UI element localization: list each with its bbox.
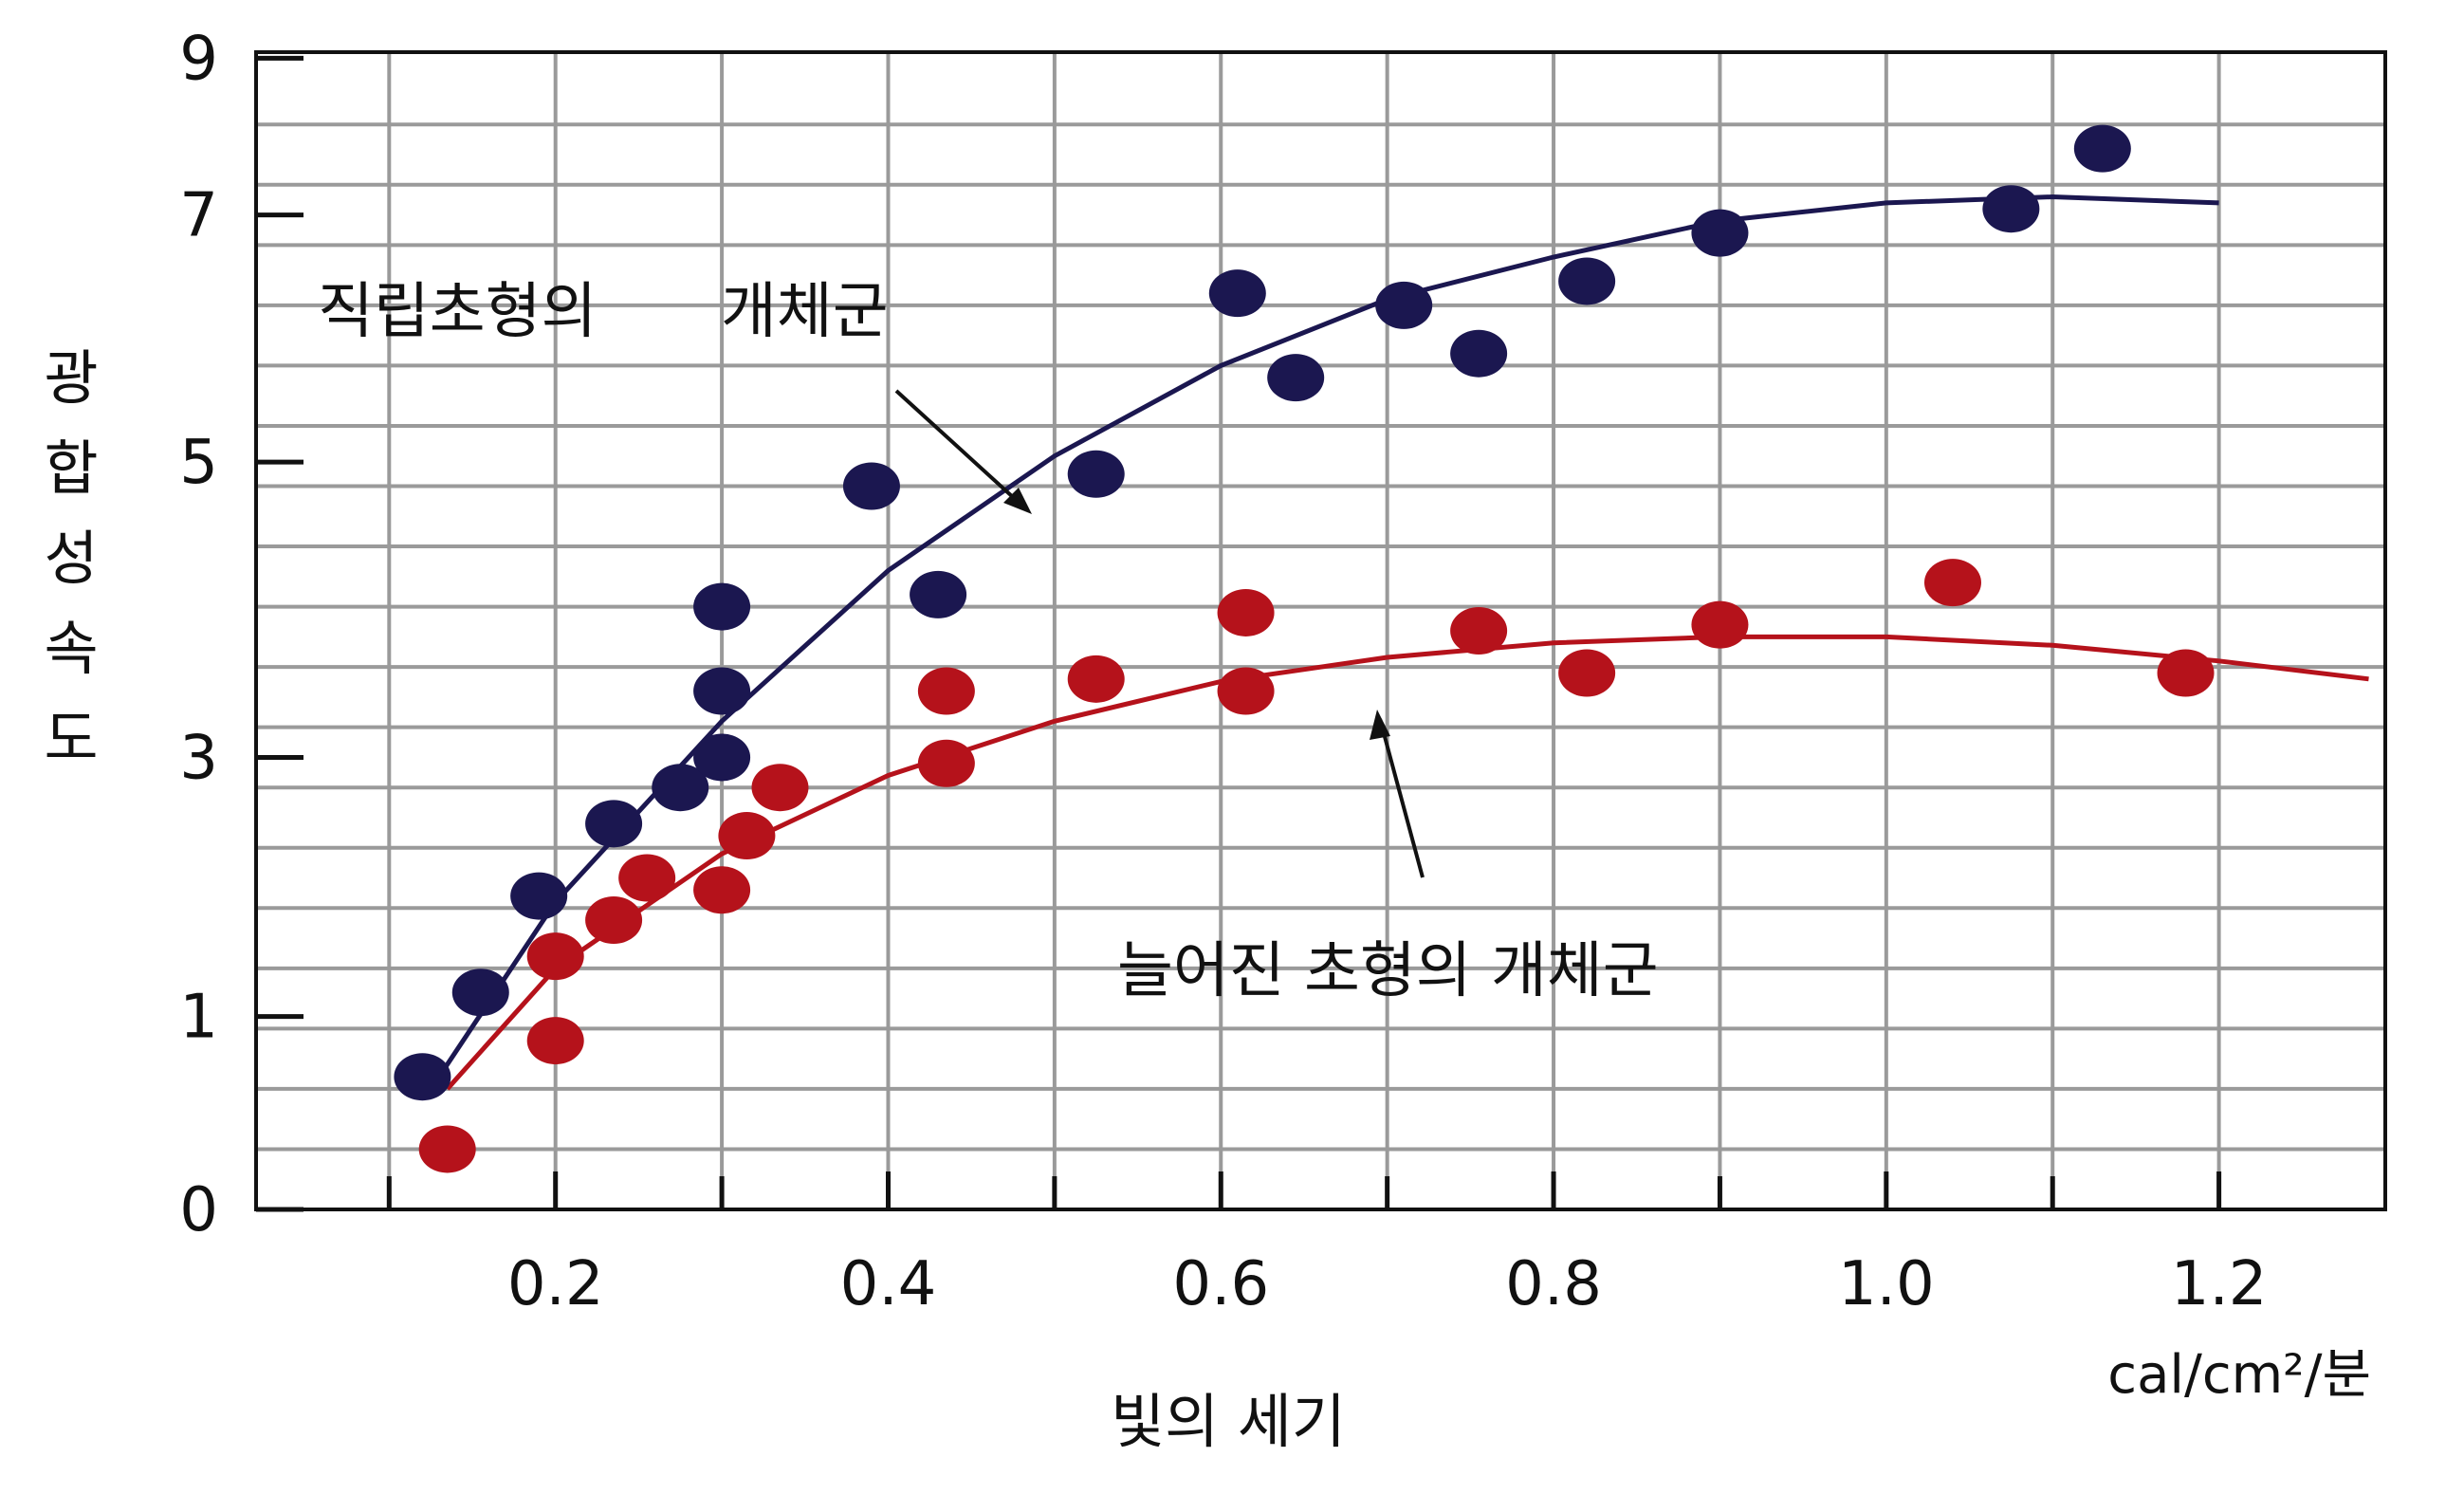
- x-axis-title: 빛의 세기: [1111, 1387, 1346, 1456]
- data-point-series-1: [2157, 649, 2215, 697]
- data-point-series-0: [910, 570, 967, 618]
- data-point-series-1: [917, 739, 975, 787]
- y-tick-label: 1: [179, 983, 218, 1053]
- plot-frame: [254, 50, 2387, 1211]
- x-tick-label: 0.6: [1172, 1249, 1269, 1319]
- data-point-series-1: [1923, 559, 1981, 607]
- data-point-series-0: [2073, 124, 2131, 173]
- arrow-droopy: [1378, 718, 1425, 878]
- data-point-series-0: [652, 764, 709, 812]
- data-point-series-1: [917, 667, 975, 715]
- data-point-series-1: [418, 1125, 476, 1173]
- data-point-series-1: [1217, 667, 1275, 715]
- y-axis-title-char: 광: [44, 343, 98, 413]
- y-axis-title-char: 성: [44, 524, 98, 593]
- data-point-series-0: [1208, 269, 1266, 318]
- data-point-series-1: [1217, 588, 1275, 636]
- fit-curve-series-1: [445, 634, 2369, 1091]
- x-tick-label: 1.2: [2171, 1249, 2268, 1319]
- data-point-series-0: [1982, 185, 2040, 233]
- data-point-series-0: [1558, 257, 1616, 305]
- arrowhead-upright: [1003, 488, 1032, 514]
- data-point-series-0: [693, 733, 751, 782]
- data-point-series-0: [842, 462, 900, 510]
- labels: 직립초형의 개체군 늘어진 초형의 개체군 빛의 세기 cal/cm²/분 광합…: [44, 277, 2371, 1456]
- y-tick-label: 0: [179, 1175, 218, 1245]
- annotation-upright-2: 개체군: [721, 277, 889, 347]
- y-tick-label: 7: [179, 181, 218, 251]
- data-point-series-1: [618, 854, 676, 902]
- fit-curve-series-0: [436, 194, 2219, 1079]
- y-tick-label: 5: [179, 428, 218, 498]
- fit-curves: [436, 194, 2369, 1091]
- data-point-series-0: [585, 800, 643, 848]
- data-point-series-0: [1450, 329, 1508, 378]
- data-point-series-1: [718, 812, 776, 860]
- data-point-series-0: [693, 582, 751, 631]
- axes: 0 1 3 5 7 9 0.2 0.4 0.6 0.8 1.0 1.2: [179, 24, 2387, 1319]
- data-point-series-1: [1450, 607, 1508, 655]
- x-tick-label: 0.2: [507, 1249, 604, 1319]
- y-axis-title-char: 합: [44, 433, 98, 503]
- y-tick-label: 9: [179, 24, 218, 94]
- data-point-series-0: [451, 968, 509, 1017]
- data-point-series-0: [1267, 354, 1325, 402]
- data-point-series-0: [1067, 450, 1125, 498]
- data-point-series-1: [1558, 649, 1616, 697]
- arrow-upright: [894, 389, 1026, 509]
- x-tick-label: 0.4: [840, 1249, 937, 1319]
- y-axis-title-char: 속: [44, 614, 98, 683]
- data-point-series-0: [510, 872, 568, 920]
- data-point-series-1: [1067, 655, 1125, 703]
- data-points: [394, 124, 2215, 1173]
- data-point-series-1: [1691, 600, 1749, 649]
- data-point-series-0: [693, 667, 751, 715]
- x-tick-label: 0.8: [1505, 1249, 1602, 1319]
- data-point-series-1: [526, 1017, 584, 1065]
- data-point-series-0: [1691, 209, 1749, 257]
- y-axis-title-char: 도: [44, 704, 98, 773]
- y-tick-label: 3: [179, 723, 218, 793]
- x-axis-unit: cal/cm²/분: [2107, 1344, 2371, 1406]
- annotation-upright-1: 직립초형의: [318, 277, 597, 347]
- data-point-series-0: [1375, 281, 1433, 329]
- data-point-series-1: [526, 932, 584, 981]
- annotation-arrows: [894, 389, 1425, 878]
- annotation-droopy: 늘어진 초형의 개체군: [1117, 936, 1659, 1006]
- arrowhead-droopy: [1370, 710, 1390, 740]
- data-point-series-0: [394, 1053, 451, 1101]
- data-point-series-1: [585, 896, 643, 944]
- x-tick-label: 1.0: [1838, 1249, 1935, 1319]
- grid: [256, 52, 2385, 1209]
- data-point-series-1: [693, 866, 751, 914]
- data-point-series-1: [751, 764, 809, 812]
